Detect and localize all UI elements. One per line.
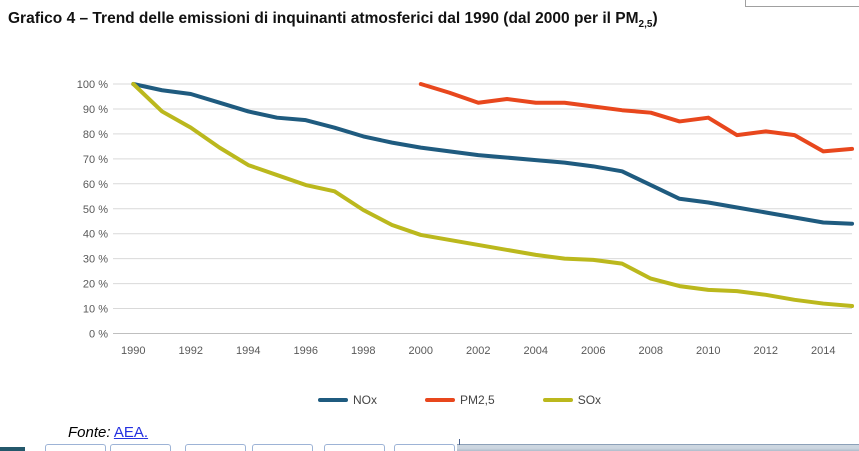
x-tick-label: 2004 [524, 345, 548, 357]
table-cell-fragment [185, 444, 246, 451]
y-tick-label: 0 % [89, 329, 108, 341]
scrollbar-fragment[interactable] [457, 444, 859, 451]
series-line-NOx [131, 82, 855, 226]
table-cell-fragment [252, 444, 313, 451]
source-link[interactable]: AEA [113, 424, 144, 441]
y-tick-label: 50 % [83, 204, 108, 216]
window-border-vertical-fragment [745, 0, 746, 7]
trend-line-chart: 0 % 10 % 20 % 30 % 40 % 50 % 60 % 70 % 80 % 90 % 1… [77, 79, 855, 357]
x-tick-label: 2014 [811, 345, 835, 357]
x-tick-label: 2006 [581, 345, 605, 357]
legend-item-NOx: NOx [318, 393, 377, 407]
x-tick-label: 2008 [639, 345, 663, 357]
y-tick-label: 10 % [83, 304, 108, 316]
chart-title: Grafico 4 – Trend delle emissioni di inq… [8, 10, 788, 30]
x-tick-label: 1998 [351, 345, 375, 357]
y-tick-label: 70 % [83, 154, 108, 166]
legend-label: NOx [353, 393, 377, 407]
source-note: Fonte: AEA. [68, 424, 148, 441]
y-tick-label: 80 % [83, 129, 108, 141]
chart-title-subscript: 2,5 [638, 19, 653, 31]
table-cell-fragment [324, 444, 385, 451]
table-cell-fragment [45, 444, 106, 451]
table-cell-fragment [110, 444, 171, 451]
y-tick-label: 60 % [83, 179, 108, 191]
legend-label: SOx [577, 393, 602, 407]
legend-label: PM2,5 [460, 393, 495, 407]
legend-swatch [542, 398, 573, 402]
chart-legend: NOx PM2,5 SOx [318, 393, 601, 407]
source-link-period[interactable]: . [143, 424, 149, 441]
series-line-SOx [131, 82, 855, 309]
legend-item-SOx: SOx [542, 393, 602, 407]
chart-title-main: Grafico 4 – Trend delle emissioni di inq… [8, 10, 639, 27]
legend-swatch [425, 398, 455, 402]
series-line-PM25 [418, 82, 855, 154]
x-tick-label: 2002 [466, 345, 490, 357]
legend-item-PM25: PM2,5 [425, 393, 495, 407]
table-cell-fragment [394, 444, 455, 451]
y-tick-label: 30 % [83, 254, 108, 266]
y-tick-label: 100 % [77, 79, 108, 91]
table-cell-fragment [0, 447, 25, 451]
x-tick-label: 2012 [754, 345, 778, 357]
y-tick-label: 20 % [83, 279, 108, 291]
x-tick-label: 1994 [236, 345, 260, 357]
x-tick-label: 2010 [696, 345, 720, 357]
table-border-tick [459, 439, 460, 445]
window-border-horizontal-fragment [745, 6, 859, 7]
y-tick-label: 90 % [83, 104, 108, 116]
x-tick-label: 2000 [409, 345, 433, 357]
chart-title-close: ) [652, 10, 658, 27]
x-tick-label: 1996 [294, 345, 318, 357]
y-tick-label: 40 % [83, 229, 108, 241]
x-tick-label: 1990 [121, 345, 145, 357]
legend-swatch [318, 398, 348, 402]
x-tick-label: 1992 [179, 345, 203, 357]
source-label: Fonte: [68, 424, 111, 441]
